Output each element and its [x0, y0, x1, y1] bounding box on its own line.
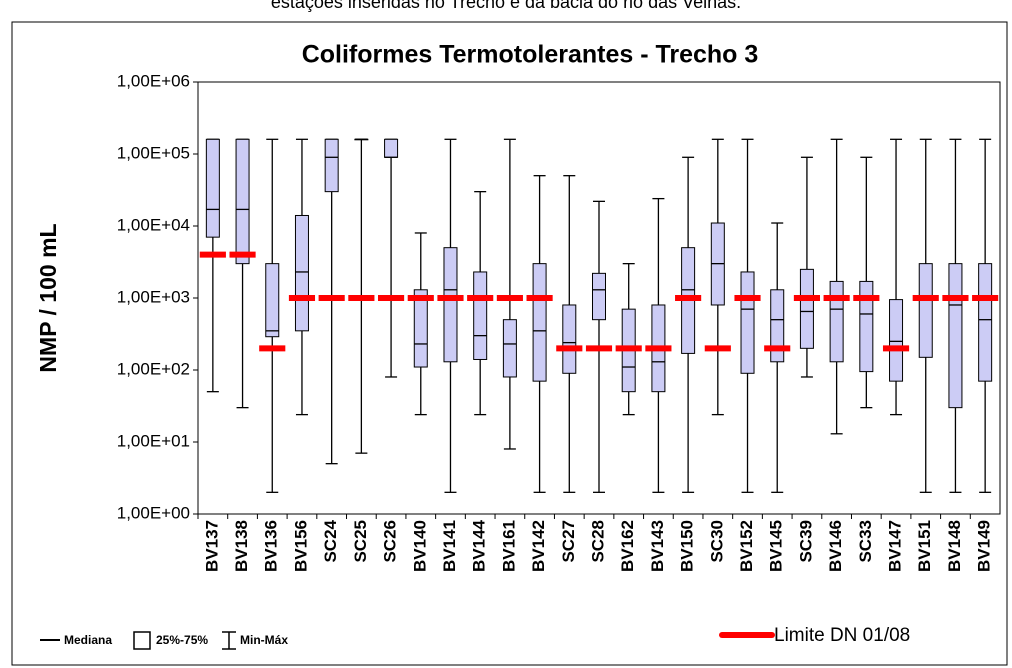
- legend-box-label: 25%-75%: [156, 633, 208, 647]
- box: [324, 138, 339, 193]
- y-tick-label: 1,00E+02: [117, 359, 190, 378]
- box: [799, 268, 814, 349]
- x-tick-label: BV152: [737, 520, 756, 572]
- y-tick-label: 1,00E+05: [117, 143, 190, 162]
- x-tick-label: BV140: [410, 520, 429, 572]
- x-tick-label: BV149: [975, 520, 994, 572]
- x-tick-label: BV147: [886, 520, 905, 572]
- box: [235, 138, 250, 265]
- x-tick-label: BV150: [678, 520, 697, 572]
- x-tick-label: SC25: [351, 520, 370, 563]
- box: [918, 263, 933, 358]
- x-tick-label: BV138: [232, 520, 251, 572]
- box: [948, 263, 963, 409]
- box: [294, 214, 309, 332]
- box: [978, 263, 993, 382]
- x-tick-label: SC33: [856, 520, 875, 563]
- x-tick-label: BV141: [440, 520, 459, 572]
- box: [384, 138, 399, 158]
- box: [265, 263, 280, 338]
- x-tick-label: SC24: [321, 519, 340, 562]
- caption: estações inseridas no Trecho e da bacia …: [271, 0, 741, 12]
- x-tick-label: BV151: [915, 520, 934, 572]
- x-tick-label: SC28: [588, 520, 607, 563]
- legend-box-symbol: [133, 631, 151, 650]
- box: [592, 272, 606, 321]
- legend-median-label: Mediana: [64, 633, 112, 647]
- x-tick-label: BV136: [262, 520, 281, 572]
- legend-limit-label: Limite DN 01/08: [774, 625, 910, 646]
- chart-title: Coliformes Termotolerantes - Trecho 3: [302, 41, 759, 69]
- box: [889, 299, 904, 382]
- y-axis-title: NMP / 100 mL: [35, 223, 61, 372]
- x-tick-label: BV145: [767, 520, 786, 572]
- x-tick-label: BV148: [945, 520, 964, 572]
- y-tick-label: 1,00E+00: [117, 503, 190, 522]
- box: [413, 289, 428, 368]
- box: [473, 271, 488, 360]
- box: [443, 247, 458, 363]
- x-tick-label: BV146: [826, 520, 845, 572]
- y-tick-label: 1,00E+03: [117, 287, 190, 306]
- x-tick-label: BV162: [618, 520, 637, 572]
- y-tick-label: 1,00E+04: [117, 215, 190, 234]
- x-tick-label: SC26: [381, 520, 400, 563]
- x-tick-label: SC30: [707, 520, 726, 563]
- x-tick-label: BV143: [648, 520, 667, 572]
- legend-whisker-symbol: [222, 631, 236, 650]
- box: [859, 280, 874, 373]
- box: [770, 289, 785, 363]
- x-tick-label: BV142: [529, 520, 548, 572]
- box: [562, 304, 577, 374]
- x-tick-label: SC39: [796, 520, 815, 563]
- box: [829, 280, 844, 363]
- box: [532, 263, 547, 382]
- box: [205, 138, 220, 238]
- y-tick-label: 1,00E+01: [117, 431, 190, 450]
- y-tick-label: 1,00E+06: [117, 71, 190, 90]
- x-tick-label: SC27: [559, 520, 578, 563]
- legend-whisker-label: Min-Máx: [240, 633, 288, 647]
- x-tick-label: BV161: [499, 520, 518, 572]
- box: [740, 271, 755, 374]
- chart-frame: [11, 21, 1008, 666]
- x-tick-label: BV137: [202, 520, 221, 572]
- x-tick-label: BV156: [291, 520, 310, 572]
- x-tick-label: BV144: [470, 519, 489, 572]
- box: [502, 319, 517, 378]
